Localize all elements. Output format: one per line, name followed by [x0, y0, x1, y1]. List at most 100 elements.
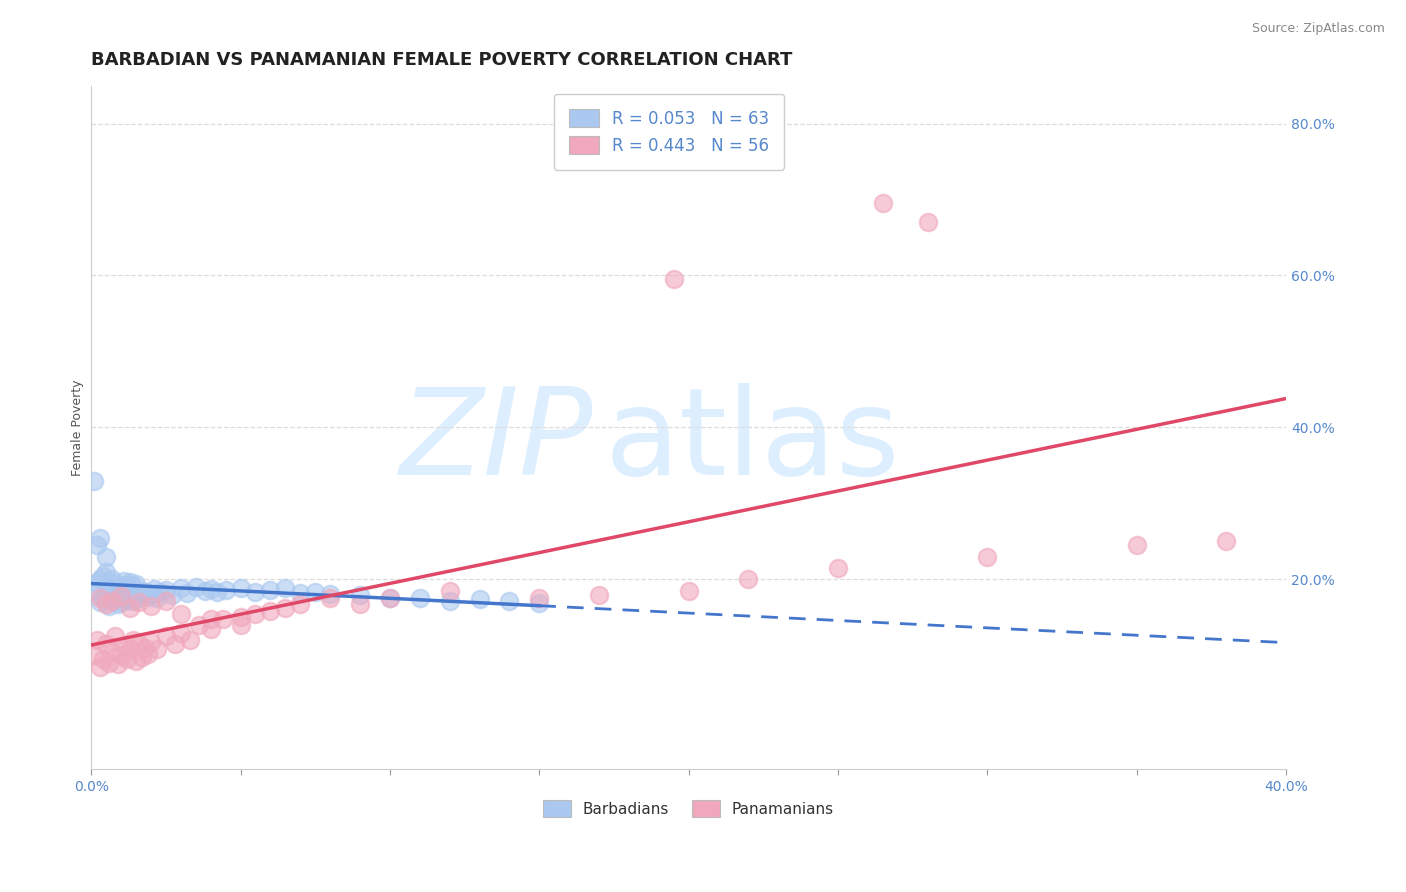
Point — [110, 580, 132, 594]
Point — [112, 589, 135, 603]
Point — [83, 474, 105, 488]
Point — [200, 622, 222, 636]
Point — [107, 597, 129, 611]
Point — [110, 648, 132, 663]
Point — [378, 591, 401, 605]
Point — [290, 586, 312, 600]
Point — [122, 579, 145, 593]
Point — [211, 612, 233, 626]
Point — [274, 582, 297, 596]
Point — [131, 583, 153, 598]
Point — [1125, 538, 1147, 552]
Point — [146, 591, 169, 606]
Point — [86, 538, 108, 552]
Point — [91, 568, 114, 582]
Point — [259, 582, 281, 597]
Point — [529, 596, 551, 610]
Point — [349, 597, 371, 611]
Point — [136, 590, 159, 604]
Point — [1215, 534, 1237, 549]
Point — [170, 607, 193, 621]
Point — [872, 196, 894, 211]
Text: atlas: atlas — [605, 383, 901, 500]
Point — [245, 607, 267, 621]
Point — [128, 637, 150, 651]
Point — [976, 549, 998, 564]
Point — [409, 591, 432, 606]
Point — [98, 580, 121, 594]
Point — [101, 573, 124, 587]
Text: BARBADIAN VS PANAMANIAN FEMALE POVERTY CORRELATION CHART: BARBADIAN VS PANAMANIAN FEMALE POVERTY C… — [91, 51, 793, 69]
Point — [142, 582, 165, 597]
Point — [98, 599, 121, 613]
Point — [187, 618, 209, 632]
Point — [678, 583, 700, 598]
Point — [89, 531, 111, 545]
Point — [149, 585, 172, 599]
Point — [101, 593, 124, 607]
Point — [83, 648, 105, 663]
Point — [179, 633, 201, 648]
Point — [134, 640, 156, 655]
Text: Source: ZipAtlas.com: Source: ZipAtlas.com — [1251, 22, 1385, 36]
Point — [125, 592, 148, 607]
Point — [200, 612, 222, 626]
Point — [176, 586, 198, 600]
Point — [128, 595, 150, 609]
Point — [136, 647, 159, 661]
Point — [110, 595, 132, 609]
Point — [229, 610, 252, 624]
Point — [155, 629, 177, 643]
Point — [104, 576, 127, 591]
Text: ZIP: ZIP — [399, 383, 593, 500]
Point — [205, 585, 228, 599]
Point — [200, 582, 222, 597]
Point — [662, 272, 685, 286]
Point — [104, 629, 127, 643]
Point — [194, 583, 217, 598]
Point — [160, 588, 183, 602]
Point — [229, 581, 252, 595]
Point — [89, 591, 111, 606]
Point — [89, 573, 111, 587]
Point — [122, 633, 145, 648]
Point — [89, 595, 111, 609]
Point — [118, 642, 141, 657]
Point — [94, 588, 117, 602]
Point — [468, 592, 491, 607]
Point — [115, 577, 138, 591]
Point — [125, 654, 148, 668]
Point — [128, 588, 150, 602]
Point — [94, 549, 117, 564]
Point — [170, 625, 193, 640]
Point — [439, 593, 461, 607]
Point — [122, 594, 145, 608]
Point — [89, 659, 111, 673]
Point — [83, 583, 105, 598]
Point — [349, 588, 371, 602]
Point — [112, 639, 135, 653]
Point — [131, 649, 153, 664]
Point — [94, 597, 117, 611]
Point — [112, 574, 135, 588]
Legend: Barbadians, Panamanians: Barbadians, Panamanians — [537, 795, 841, 823]
Point — [86, 576, 108, 591]
Point — [86, 633, 108, 648]
Point — [827, 561, 849, 575]
Point — [98, 656, 121, 670]
Point — [104, 591, 127, 606]
Point — [139, 587, 162, 601]
Point — [588, 588, 610, 602]
Point — [91, 652, 114, 666]
Point — [245, 585, 267, 599]
Point — [91, 591, 114, 606]
Point — [125, 577, 148, 591]
Point — [139, 634, 162, 648]
Point — [110, 589, 132, 603]
Point — [155, 593, 177, 607]
Point — [214, 582, 236, 597]
Point — [498, 594, 520, 608]
Point — [118, 601, 141, 615]
Point — [319, 591, 342, 606]
Point — [184, 580, 207, 594]
